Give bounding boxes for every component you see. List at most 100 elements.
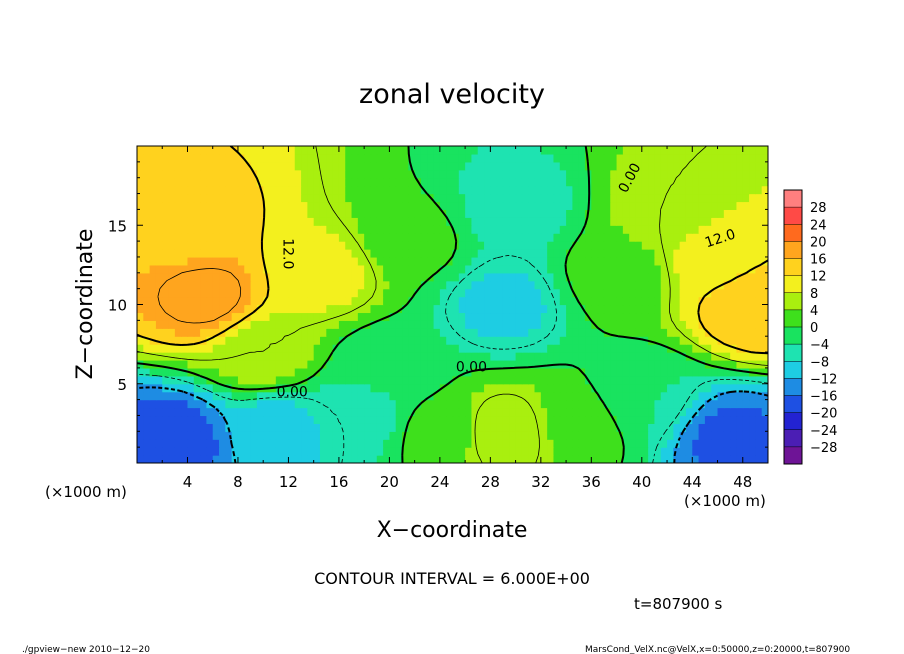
heat-cell: [597, 153, 605, 163]
heat-cell: [389, 153, 397, 163]
heat-cell: [515, 320, 523, 329]
heat-cell: [427, 375, 435, 385]
heat-cell: [660, 304, 668, 314]
heat-cell: [622, 304, 630, 314]
heat-cell: [433, 383, 441, 393]
heat-cell: [193, 161, 201, 171]
heat-cell: [679, 288, 687, 298]
heat-cell: [446, 209, 454, 218]
heat-cell: [307, 185, 315, 195]
heat-cell: [717, 391, 725, 401]
heat-cell: [597, 280, 605, 290]
heat-cell: [528, 288, 536, 298]
heat-cell: [155, 296, 163, 306]
heat-cell: [509, 423, 517, 432]
heat-cell: [566, 241, 573, 250]
heat-cell: [187, 399, 195, 409]
heat-cell: [723, 185, 731, 195]
heat-cell: [616, 296, 624, 306]
heat-cell: [616, 225, 624, 234]
heat-cell: [458, 439, 466, 448]
heat-cell: [641, 241, 649, 250]
heat-cell: [143, 193, 151, 203]
heat-cell: [547, 455, 555, 463]
heat-cell: [490, 185, 498, 195]
heat-cell: [395, 225, 403, 234]
heat-cell: [383, 201, 390, 210]
heat-cell: [376, 153, 384, 163]
heat-cell: [572, 447, 580, 456]
heat-cell: [364, 146, 372, 155]
heat-cell: [181, 415, 189, 424]
heat-cell: [326, 399, 334, 409]
heat-cell: [521, 161, 529, 171]
heat-cell: [143, 296, 151, 306]
heat-cell: [755, 423, 763, 432]
heat-cell: [723, 344, 731, 353]
heat-cell: [370, 296, 378, 306]
heat-cell: [654, 217, 662, 226]
heat-cell: [174, 359, 182, 369]
heat-cell: [408, 296, 416, 306]
heat-cell: [307, 233, 315, 242]
heat-cell: [319, 367, 327, 377]
heat-cell: [704, 249, 712, 258]
heat-cell: [755, 312, 763, 321]
heat-cell: [155, 391, 163, 401]
heat-cell: [206, 217, 214, 226]
heat-cell: [502, 169, 510, 179]
heat-cell: [155, 177, 163, 187]
heat-cell: [225, 312, 233, 321]
heat-cell: [622, 367, 630, 377]
heat-cell: [673, 399, 681, 409]
heat-cell: [515, 185, 523, 195]
heat-cell: [294, 296, 302, 306]
heat-cell: [559, 304, 567, 314]
heat-cell: [275, 407, 283, 417]
heat-cell: [692, 423, 700, 432]
heat-cell: [137, 256, 144, 266]
heat-cell: [231, 217, 239, 226]
heat-cell: [357, 447, 365, 456]
heat-cell: [225, 225, 233, 234]
heat-cell: [282, 209, 290, 218]
heat-cell: [452, 272, 460, 282]
heat-cell: [591, 344, 599, 353]
heat-cell: [509, 336, 517, 345]
heat-cell: [446, 431, 454, 440]
heat-cell: [622, 352, 630, 361]
heat-cell: [345, 161, 353, 171]
heat-cell: [225, 177, 233, 187]
heat-cell: [635, 280, 643, 290]
heat-cell: [717, 439, 725, 448]
heat-cell: [673, 185, 681, 195]
heat-cell: [402, 241, 409, 250]
heat-cell: [616, 375, 624, 385]
heat-cell: [162, 217, 170, 226]
heat-cell: [376, 320, 384, 329]
heat-cell: [566, 217, 573, 226]
heat-cell: [269, 359, 277, 369]
heat-cell: [559, 320, 567, 329]
heat-cell: [351, 280, 359, 290]
heat-cell: [458, 146, 466, 155]
heat-cell: [698, 209, 706, 218]
heat-cell: [616, 177, 624, 187]
heat-cell: [540, 359, 548, 369]
heat-cell: [736, 201, 744, 210]
heat-cell: [629, 399, 637, 409]
heat-cell: [206, 391, 214, 401]
heat-cell: [698, 241, 706, 250]
heat-cell: [345, 423, 353, 432]
heat-cell: [553, 256, 561, 266]
heat-cell: [742, 169, 750, 179]
heat-cell: [389, 439, 397, 448]
heat-cell: [219, 407, 226, 417]
heat-cell: [610, 217, 618, 226]
heat-cell: [654, 280, 662, 290]
heat-cell: [761, 439, 768, 448]
heat-cell: [364, 225, 372, 234]
heat-cell: [736, 367, 744, 377]
heat-cell: [521, 415, 529, 424]
heat-cell: [622, 320, 630, 329]
